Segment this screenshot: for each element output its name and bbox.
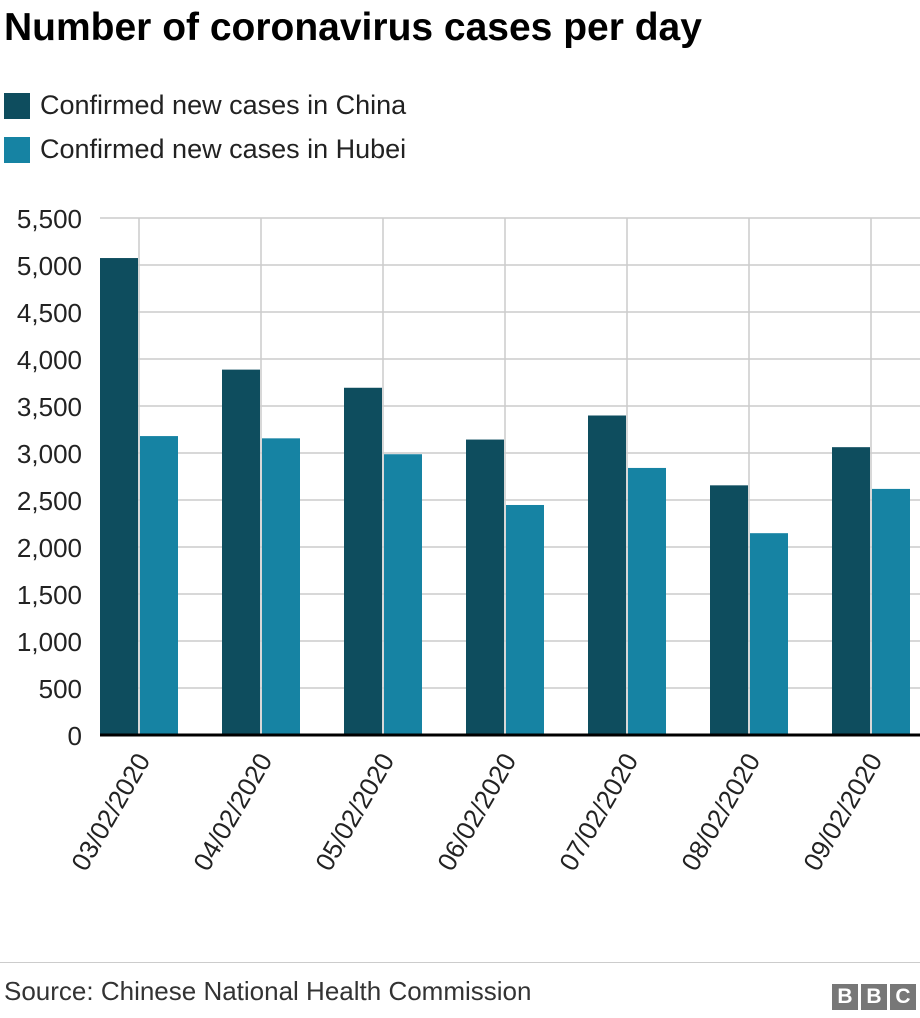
bar-hubei: [750, 533, 788, 735]
y-tick-label: 5,000: [17, 251, 82, 281]
bar-hubei: [872, 488, 910, 735]
y-tick-label: 2,500: [17, 486, 82, 516]
bar-china: [100, 258, 138, 735]
y-tick-label: 500: [39, 674, 82, 704]
logo-letter: B: [861, 984, 887, 1010]
legend-swatch: [4, 136, 30, 163]
legend-swatch: [4, 92, 30, 119]
bar-china: [588, 415, 626, 735]
y-tick-label: 4,500: [17, 298, 82, 328]
x-tick-label: 04/02/2020: [187, 748, 278, 876]
y-tick-label: 0: [68, 721, 82, 751]
legend-item-china: Confirmed new cases in China: [4, 90, 406, 121]
y-tick-label: 2,000: [17, 533, 82, 563]
y-tick-label: 4,000: [17, 345, 82, 375]
y-tick-label: 1,000: [17, 627, 82, 657]
y-tick-label: 5,500: [17, 204, 82, 234]
legend-item-hubei: Confirmed new cases in Hubei: [4, 134, 406, 165]
logo-letter: C: [890, 984, 916, 1010]
bar-chart: 0 500 1,000 1,500 2,000 2,500 3,000 3,500 4,000 4…: [17, 204, 920, 876]
bar-china: [832, 447, 870, 735]
x-tick-label: 03/02/2020: [65, 748, 156, 876]
bar-china: [466, 439, 504, 735]
x-tick-label: 07/02/2020: [553, 748, 644, 876]
bar-china: [222, 369, 260, 735]
source-note: Source: Chinese National Health Commissi…: [4, 976, 532, 1006]
chart-title: Number of coronavirus cases per day: [4, 6, 702, 49]
bar-china: [710, 485, 748, 735]
x-tick-label: 05/02/2020: [309, 748, 400, 876]
x-tick-label: 06/02/2020: [431, 748, 522, 876]
y-tick-label: 3,500: [17, 392, 82, 422]
y-tick-label: 3,000: [17, 439, 82, 469]
legend-label: Confirmed new cases in Hubei: [40, 134, 407, 164]
legend-label: Confirmed new cases in China: [40, 90, 407, 120]
x-tick-label: 09/02/2020: [797, 748, 888, 876]
bar-hubei: [140, 436, 178, 735]
bar-china: [344, 387, 382, 735]
bar-hubei: [262, 438, 300, 735]
bar-hubei: [506, 504, 544, 735]
logo-letter: B: [832, 984, 858, 1010]
x-tick-label: 08/02/2020: [675, 748, 766, 876]
bar-hubei: [628, 467, 666, 735]
divider: [0, 962, 920, 963]
bar-hubei: [384, 454, 422, 735]
y-tick-label: 1,500: [17, 580, 82, 610]
